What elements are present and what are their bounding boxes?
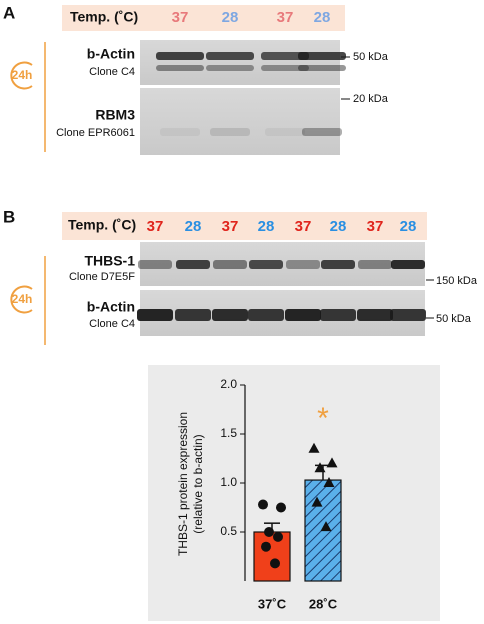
panel-label: A	[3, 3, 15, 22]
x-tick-label: 28˚C	[309, 596, 338, 611]
band	[138, 260, 172, 269]
header-band	[62, 212, 427, 240]
temp-label: 37	[367, 218, 384, 235]
band	[156, 65, 204, 71]
marker: 50 kDa	[436, 313, 472, 325]
temp-label: 37	[147, 218, 164, 235]
header-band	[62, 5, 345, 31]
blot-clone: Clone C4	[89, 66, 135, 78]
band	[286, 260, 320, 269]
marker: 150 kDa	[436, 275, 478, 287]
band	[206, 52, 254, 60]
band	[212, 309, 248, 321]
band	[156, 52, 204, 60]
temp-label: 28	[314, 9, 331, 26]
bar	[253, 531, 291, 582]
band	[265, 128, 305, 136]
band	[137, 309, 173, 321]
band	[206, 65, 254, 71]
band	[358, 260, 392, 269]
band	[320, 309, 356, 321]
band	[285, 309, 321, 321]
duration: 24h	[12, 68, 33, 82]
x-tick-label: 37˚C	[258, 596, 287, 611]
y-tick-label: 2.0	[220, 377, 237, 391]
y-tick-label: 0.5	[220, 524, 237, 538]
marker: 50 kDa	[353, 51, 389, 63]
data-point	[264, 527, 274, 537]
band	[213, 260, 247, 269]
temp-label: 37	[295, 218, 312, 235]
temp-label: 28	[258, 218, 275, 235]
data-point	[323, 477, 335, 487]
temp-label: 28	[330, 218, 347, 235]
data-point	[276, 502, 286, 513]
band	[249, 260, 283, 269]
temp-label: 37	[277, 9, 294, 26]
y-axis-label: (relative to b-actin)	[191, 434, 205, 533]
band	[175, 309, 211, 321]
data-point	[261, 541, 271, 552]
blot	[140, 88, 340, 155]
band	[298, 52, 346, 60]
band	[357, 309, 393, 321]
annotation: *	[317, 402, 329, 435]
band	[248, 309, 284, 321]
band	[298, 65, 346, 71]
blot-clone: Clone D7E5F	[69, 271, 135, 283]
band	[176, 260, 210, 269]
temp-label: 28	[185, 218, 202, 235]
data-point	[314, 462, 326, 473]
y-axis-label: THBS-1 protein expression	[176, 412, 190, 556]
blot-name: THBS-1	[84, 253, 135, 269]
blot-name: b-Actin	[87, 299, 135, 315]
data-point	[308, 442, 320, 453]
chart-panel	[148, 365, 440, 621]
band	[261, 65, 309, 71]
y-tick-label: 1.0	[220, 475, 237, 489]
band	[321, 260, 355, 269]
data-point	[311, 496, 323, 507]
panel-label: B	[3, 207, 15, 226]
clock-arrow	[10, 285, 33, 314]
header: Temp. (˚C)	[68, 217, 136, 233]
duration: 24h	[12, 292, 33, 306]
blot-name: b-Actin	[87, 46, 135, 62]
marker: 20 kDa	[353, 93, 389, 105]
data-point	[258, 499, 268, 510]
band	[160, 128, 200, 136]
y-tick-label: 1.5	[220, 426, 237, 440]
band	[210, 128, 250, 136]
band	[302, 128, 342, 136]
band	[391, 260, 425, 269]
blot-clone: Clone C4	[89, 318, 135, 330]
temp-label: 37	[172, 9, 189, 26]
band	[261, 52, 309, 60]
temp-label: 28	[222, 9, 239, 26]
band	[390, 309, 426, 321]
data-point	[270, 558, 280, 569]
temp-label: 37	[222, 218, 239, 235]
blot-name: RBM3	[95, 107, 135, 123]
temp-label: 28	[400, 218, 417, 235]
header: Temp. (˚C)	[70, 9, 138, 25]
blot	[140, 40, 340, 85]
clock-arrow	[10, 61, 33, 90]
data-point	[273, 531, 283, 542]
data-point	[320, 521, 332, 532]
data-point	[326, 457, 338, 468]
blot-clone: Clone EPR6061	[56, 127, 135, 139]
